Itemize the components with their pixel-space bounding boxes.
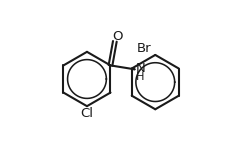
Text: O: O [112, 30, 123, 43]
Text: Cl: Cl [80, 107, 94, 120]
Text: N: N [136, 62, 146, 75]
Text: Br: Br [136, 42, 151, 55]
Text: H: H [136, 72, 144, 82]
